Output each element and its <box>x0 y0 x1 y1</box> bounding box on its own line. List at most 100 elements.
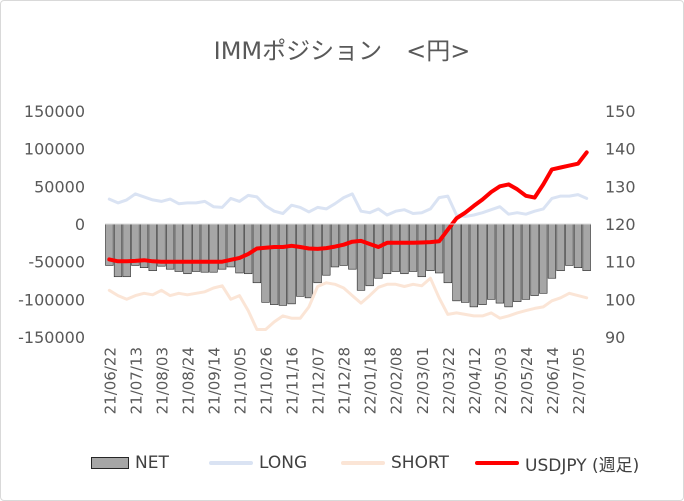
y-right-tick-label: 110 <box>605 253 636 272</box>
net-bar <box>426 223 435 272</box>
y-left-tick-label: 150000 <box>24 102 85 121</box>
net-bar <box>556 223 565 272</box>
y-left-tick-label: 100000 <box>24 140 85 159</box>
net-bar <box>530 223 539 296</box>
net-bar <box>547 223 557 279</box>
net-bar <box>148 223 157 272</box>
y-left-tick-label: 0 <box>75 215 85 234</box>
y-right-tick-label: 90 <box>605 328 625 347</box>
legend-item-short: SHORT <box>341 449 449 477</box>
net-bar <box>582 223 591 272</box>
legend-item-long: LONG <box>209 449 307 477</box>
y-right-tick-label: 120 <box>605 215 636 234</box>
x-tick-label: 22/04/12 <box>466 347 484 414</box>
net-bar <box>313 223 322 284</box>
usdjpy-line <box>107 150 589 264</box>
x-tick-label: 22/06/14 <box>544 347 562 414</box>
net-bar <box>434 223 444 274</box>
net-bar <box>521 223 531 300</box>
y-left-tick-label: -100000 <box>18 290 85 309</box>
x-tick-label: 22/01/18 <box>362 347 380 414</box>
legend-swatch-long <box>209 461 253 465</box>
net-bar <box>417 223 426 278</box>
net-bar <box>304 223 314 299</box>
y-right-tick-label: 100 <box>605 290 636 309</box>
legend-swatch-net <box>91 457 129 469</box>
x-tick-label: 21/06/22 <box>101 347 119 414</box>
legend-label-usdjpy: USDJPY (週足) <box>525 455 640 476</box>
net-bar <box>452 223 461 302</box>
x-tick-label: 22/03/01 <box>414 347 432 414</box>
net-bar <box>513 223 522 302</box>
net-bar <box>478 223 487 305</box>
x-tick-label: 22/05/24 <box>518 347 536 414</box>
net-bar <box>356 223 366 291</box>
legend-label-long: LONG <box>259 453 308 473</box>
y-right-tick-label: 130 <box>605 177 636 196</box>
net-bar <box>382 223 392 275</box>
x-tick-label: 21/10/26 <box>258 347 276 414</box>
net-bar <box>113 223 123 278</box>
legend-item-net: NET <box>91 449 169 477</box>
x-tick-label: 21/11/16 <box>284 347 302 414</box>
legend-label-short: SHORT <box>391 453 449 473</box>
x-tick-label: 21/09/14 <box>205 347 223 414</box>
net-bar <box>278 223 288 306</box>
series-lines <box>107 150 589 331</box>
net-bar <box>244 223 253 275</box>
net-bar <box>408 223 418 272</box>
x-tick-label: 21/08/03 <box>153 347 171 414</box>
net-bars <box>105 223 591 308</box>
net-bar <box>252 223 262 284</box>
y-right-tick-label: 140 <box>605 140 636 159</box>
x-tick-label: 22/02/08 <box>388 347 406 414</box>
net-bar <box>495 223 505 304</box>
net-bar <box>270 223 279 305</box>
short-line <box>107 276 589 331</box>
x-tick-label: 21/12/28 <box>336 347 354 414</box>
x-tick-label: 22/03/22 <box>440 347 458 414</box>
x-tick-label: 21/07/13 <box>127 347 145 414</box>
y-axis-right: 150 140 130 120 110 100 90 <box>605 102 636 347</box>
y-left-tick-label: -50000 <box>28 253 85 272</box>
net-bar <box>400 223 409 275</box>
x-tick-label: 21/08/24 <box>179 347 197 414</box>
long-line <box>107 192 589 218</box>
x-tick-label: 22/05/03 <box>492 347 510 414</box>
chart-title: IMMポジション <円> <box>214 37 471 65</box>
legend-swatch-usdjpy <box>475 461 519 465</box>
net-bar <box>487 223 496 300</box>
net-bar <box>261 223 270 303</box>
net-bar <box>539 223 548 294</box>
y-left-tick-label: 50000 <box>34 177 85 196</box>
x-tick-label: 21/10/05 <box>232 347 250 414</box>
net-bar <box>374 223 383 279</box>
net-bar <box>565 223 574 266</box>
net-bar <box>122 223 131 278</box>
net-bar <box>209 223 218 273</box>
net-bar <box>287 223 296 305</box>
x-tick-label: 21/12/07 <box>310 347 328 414</box>
net-bar <box>365 223 374 287</box>
net-bar <box>200 223 209 273</box>
y-axis-left: 150000 100000 50000 0 -50000 -100000 -150000 <box>18 102 85 347</box>
legend: NET LONG SHORT USDJPY (週足) <box>1 449 683 477</box>
net-bar <box>191 223 201 272</box>
net-bar <box>461 223 470 303</box>
legend-item-usdjpy: USDJPY (週足) <box>475 449 639 477</box>
legend-label-net: NET <box>135 453 169 473</box>
net-bar <box>469 223 478 308</box>
y-left-tick-label: -150000 <box>18 328 85 347</box>
net-bar <box>235 223 244 274</box>
net-bar <box>391 223 400 272</box>
net-bar <box>504 223 513 308</box>
net-bar <box>296 223 305 297</box>
x-axis-ticks: 21/06/22 21/07/13 21/08/03 21/08/24 21/09/14… <box>101 347 588 414</box>
net-bar <box>348 223 357 270</box>
net-bar <box>174 223 183 272</box>
net-bar <box>573 223 583 268</box>
x-tick-label: 22/07/05 <box>570 347 588 414</box>
net-bar <box>183 223 192 275</box>
